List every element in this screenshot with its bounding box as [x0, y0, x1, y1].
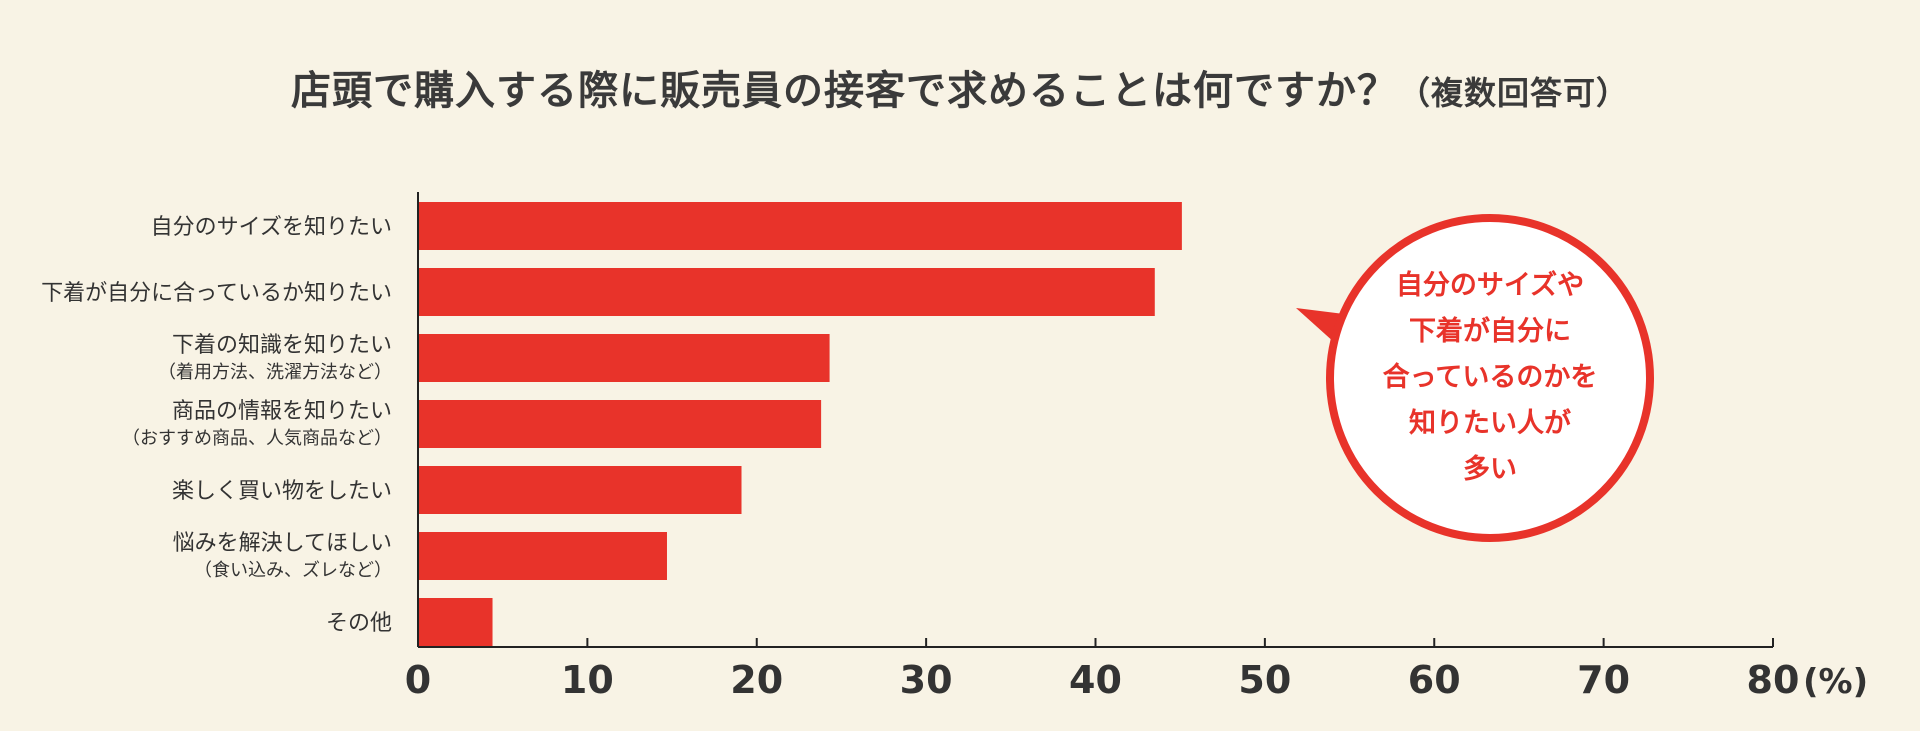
bar-4	[418, 466, 742, 514]
bar-6	[418, 598, 493, 646]
category-label-6: その他	[326, 611, 392, 636]
callout: 自分のサイズや 下着が自分に 合っているのかを 知りたい人が 多い	[1330, 218, 1650, 538]
category-sublabel-3: （おすすめ商品、人気商品など）	[122, 428, 392, 449]
bar-5	[418, 532, 667, 580]
x-tick-label-6: 60	[1408, 658, 1461, 702]
x-tick-label-2: 20	[730, 658, 783, 702]
chart-title: 店頭で購入する際に販売員の接客で求めることは何ですか？（複数回答可）	[0, 58, 1920, 116]
category-sublabel-2: （着用方法、洗濯方法など）	[158, 362, 392, 383]
x-tick-label-8: 80	[1747, 658, 1800, 702]
x-tick-label-3: 30	[900, 658, 953, 702]
x-tick-label-1: 10	[561, 658, 614, 702]
x-tick-label-7: 70	[1577, 658, 1630, 702]
bar-3	[418, 400, 822, 448]
bars-layer	[418, 202, 1182, 646]
speech-bubble-circle	[1326, 214, 1654, 542]
x-axis-unit: (%)	[1803, 662, 1868, 702]
bar-2	[418, 334, 830, 382]
chart-title-sub: （複数回答可）	[1397, 74, 1629, 112]
axes-layer: 0 10 20 30 40 50 60 70 80 (%)	[405, 192, 1868, 702]
chart-title-main: 店頭で購入する際に販売員の接客で求めることは何ですか？	[290, 68, 1398, 114]
category-label-5: 悩みを解決してほしい	[173, 531, 392, 556]
bar-0	[418, 202, 1182, 250]
x-tick-label-5: 50	[1238, 658, 1291, 702]
x-tick-label-0: 0	[405, 658, 431, 702]
category-label-0: 自分のサイズを知りたい	[151, 215, 392, 240]
category-sublabel-5: （食い込み、ズレなど）	[194, 560, 392, 581]
category-label-3: 商品の情報を知りたい	[172, 399, 392, 424]
category-label-4: 楽しく買い物をしたい	[172, 479, 392, 504]
category-label-1: 下着が自分に合っているか知りたい	[41, 281, 392, 306]
x-tick-label-4: 40	[1069, 658, 1122, 702]
callout-text: 自分のサイズや 下着が自分に 合っているのかを 知りたい人が 多い	[1382, 270, 1598, 485]
speech-bubble	[1296, 214, 1654, 542]
bar-1	[418, 268, 1155, 316]
category-label-2: 下着の知識を知りたい	[172, 333, 392, 358]
